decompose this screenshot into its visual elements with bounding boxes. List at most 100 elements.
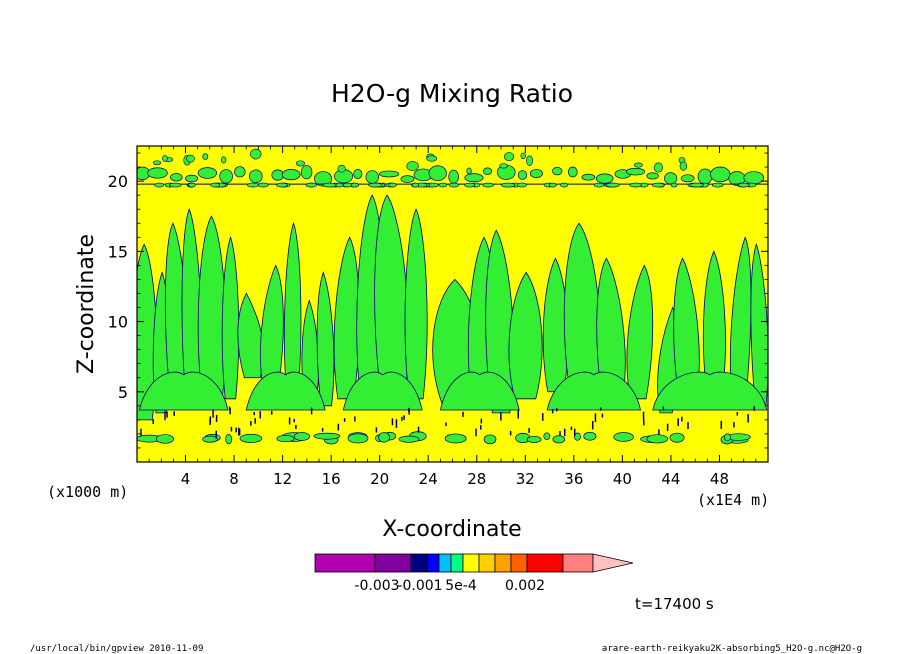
upper-band-cell xyxy=(257,182,269,188)
low-cell xyxy=(669,432,685,443)
low-cell xyxy=(613,432,634,442)
upper-blob xyxy=(529,168,543,178)
contour-speck xyxy=(401,416,403,421)
footer-right: arare-earth-reikyaku2K-absorbing5_H2O-g.… xyxy=(602,644,862,654)
contour-speck xyxy=(643,419,645,426)
upper-blob xyxy=(428,165,447,182)
upper-blob xyxy=(185,174,199,183)
contour-speck xyxy=(209,416,212,424)
contour-speck xyxy=(528,428,530,433)
low-cell xyxy=(378,432,390,443)
colorbar-label: 0.002 xyxy=(505,578,545,594)
upper-band-cell xyxy=(629,182,642,188)
y-axis-label: Z-coordinate xyxy=(74,234,99,374)
contour-speck xyxy=(337,423,340,431)
contour-speck xyxy=(662,406,665,411)
upper-blob xyxy=(680,174,695,183)
upper-band-cell xyxy=(168,182,182,188)
contour-speck xyxy=(570,426,573,431)
top-blob xyxy=(295,160,306,167)
low-cell xyxy=(543,432,551,440)
top-blob xyxy=(202,153,209,160)
upper-blob xyxy=(710,166,731,183)
upper-band-cell xyxy=(368,182,383,188)
base-region-5 xyxy=(546,371,642,411)
top-blob xyxy=(152,160,162,166)
top-blob xyxy=(503,152,515,162)
upper-band-cell xyxy=(548,182,557,188)
contour-speck xyxy=(259,411,261,419)
top-blob xyxy=(220,156,227,164)
upper-blob xyxy=(234,166,246,178)
x-tick-label: 20 xyxy=(370,470,389,488)
contour-speck xyxy=(395,419,398,428)
x-tick-label: 8 xyxy=(229,470,239,488)
contour-speck xyxy=(733,422,735,428)
upper-band-cell xyxy=(670,182,678,188)
base-region-2 xyxy=(245,371,326,411)
contour-speck xyxy=(164,411,166,421)
contour-speck xyxy=(445,422,447,427)
x-unit-right-label: (x1E4 m) xyxy=(697,491,769,509)
plume-23 xyxy=(626,264,654,400)
contour-speck xyxy=(215,430,217,439)
contour-speck xyxy=(417,426,420,433)
y-tick-label: 5 xyxy=(118,383,128,402)
upper-band-cell xyxy=(188,182,196,188)
upper-blob xyxy=(219,169,233,184)
upper-band-cell xyxy=(651,182,665,188)
upper-band-cell xyxy=(605,182,620,188)
contour-speck xyxy=(517,409,520,419)
upper-band-cell xyxy=(738,182,750,188)
contour-speck xyxy=(238,428,241,436)
field-layer xyxy=(137,148,768,445)
contour-speck xyxy=(681,416,683,422)
contour-speck xyxy=(354,416,356,422)
low-cell xyxy=(202,435,218,443)
contour-speck xyxy=(509,431,512,436)
colorbar: -0.003-0.001 5e-4 0.002 xyxy=(314,553,634,594)
colorbar-segment xyxy=(314,553,376,573)
plume-8 xyxy=(260,264,284,393)
contour-speck xyxy=(475,428,477,437)
plume-15 xyxy=(404,208,428,400)
plume-25 xyxy=(673,257,700,407)
upper-band-cell xyxy=(322,182,337,188)
upper-band-cell xyxy=(593,182,605,188)
x-tick-label: 28 xyxy=(467,470,486,488)
upper-blob xyxy=(595,173,614,184)
plume-28 xyxy=(750,243,768,407)
x-tick-label: 36 xyxy=(564,470,583,488)
colorbar-segment xyxy=(438,553,452,573)
contour-speck xyxy=(677,418,679,427)
low-cell xyxy=(239,433,263,443)
upper-blob xyxy=(482,167,493,176)
contour-speck xyxy=(591,421,594,430)
low-cell xyxy=(526,435,542,444)
contour-speck xyxy=(736,411,739,416)
low-cell xyxy=(646,434,669,444)
x-tick-label: 40 xyxy=(613,470,632,488)
plume-9 xyxy=(283,222,302,400)
contour-speck xyxy=(600,407,602,411)
top-blob xyxy=(186,154,195,163)
colorbar-segment xyxy=(510,553,528,573)
upper-blob xyxy=(353,169,363,179)
upper-band-cell xyxy=(411,182,420,188)
contour-speck xyxy=(687,422,689,430)
colorbar-segment xyxy=(450,553,464,573)
upper-blob xyxy=(379,170,400,178)
upper-blob xyxy=(448,169,459,184)
upper-band-cell xyxy=(464,182,476,188)
low-cell xyxy=(347,433,369,444)
colorbar-segment xyxy=(562,553,594,573)
contour-speck xyxy=(601,413,604,418)
contour-speck xyxy=(594,413,597,423)
plume-27 xyxy=(729,236,752,407)
upper-band-cell xyxy=(388,182,397,188)
top-blob xyxy=(633,162,643,168)
contour-speck xyxy=(238,427,240,436)
upper-blob xyxy=(147,167,168,179)
top-blob xyxy=(406,161,419,171)
